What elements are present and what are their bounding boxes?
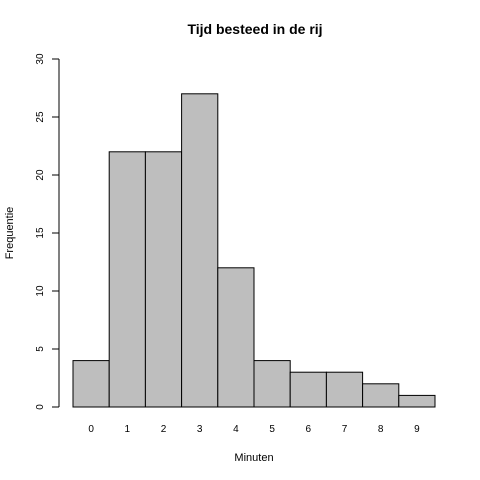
x-tick-label: 4	[233, 424, 239, 435]
x-tick-label: 2	[161, 424, 167, 435]
y-tick-label: 25	[35, 111, 46, 123]
x-tick-label: 0	[88, 424, 94, 435]
x-tick-label: 6	[306, 424, 312, 435]
x-tick-label: 8	[378, 424, 384, 435]
bars-group	[72, 93, 436, 408]
y-tick-label: 10	[35, 285, 46, 297]
bar-3	[181, 93, 219, 408]
x-tick-label: 7	[342, 424, 348, 435]
y-tick-label: 15	[35, 227, 46, 239]
y-tick-label: 20	[35, 169, 46, 181]
y-tick-label: 30	[35, 53, 46, 65]
x-axis-label: Minuten	[234, 452, 273, 464]
x-tick-label: 1	[125, 424, 131, 435]
bar-2	[144, 151, 183, 408]
bar-9	[398, 394, 436, 408]
bar-6	[289, 371, 327, 408]
x-tick-label: 3	[197, 424, 203, 435]
y-axis-label: Frequentie	[4, 207, 16, 260]
bar-4	[217, 267, 255, 408]
bar-0	[72, 360, 110, 408]
x-tick-label: 9	[414, 424, 420, 435]
bar-8	[362, 383, 400, 408]
bar-1	[108, 151, 146, 408]
bar-5	[253, 360, 291, 408]
y-tick-label: 0	[35, 404, 46, 410]
chart-title: Tijd besteed in de rij	[187, 21, 322, 37]
y-tick-label: 5	[35, 346, 46, 352]
x-tick-labels: 0 1 2 3 4 5 6 7 8 9	[88, 424, 420, 435]
bar-7	[325, 371, 364, 408]
y-axis: 0 5 10 15 20 25 30	[35, 53, 60, 410]
x-tick-label: 5	[269, 424, 275, 435]
